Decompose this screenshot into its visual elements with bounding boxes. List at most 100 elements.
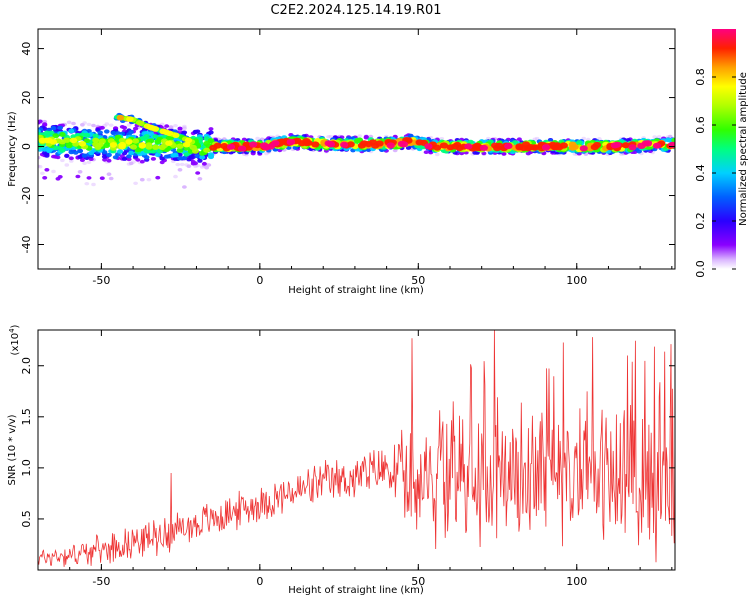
heatmap-cell: [69, 137, 78, 144]
heatmap-cell: [72, 150, 79, 155]
heatmap-cell: [192, 129, 199, 134]
x-tick-label: 50: [411, 274, 425, 287]
heatmap-cell: [163, 154, 170, 159]
heatmap-cell: [64, 154, 70, 158]
heatmap-cell: [165, 140, 173, 146]
heatmap-cell: [206, 163, 212, 167]
heatmap-cell: [286, 138, 296, 146]
heatmap-cell: [534, 136, 540, 141]
heatmap-cell: [203, 147, 211, 153]
heatmap-cell: [526, 144, 535, 151]
heatmap-cell: [172, 132, 180, 139]
heatmap-cell: [38, 164, 41, 168]
heatmap-cell: [326, 135, 331, 139]
heatmap-cell: [173, 124, 178, 128]
heatmap-cell: [42, 122, 48, 127]
heatmap-cell: [592, 141, 602, 149]
heatmap-cell: [176, 143, 184, 149]
colorbar-ticks: 0.0 0.2 0.4 0.6 0.8: [694, 68, 736, 278]
heatmap-cell: [208, 127, 214, 131]
heatmap-cell: [451, 143, 460, 150]
heatmap-cell: [66, 120, 72, 125]
heatmap-cell: [184, 137, 193, 144]
heatmap-cell: [441, 136, 447, 141]
heatmap-cell: [364, 141, 373, 148]
heatmap-cell: [41, 126, 48, 131]
heatmap-cell: [201, 161, 207, 166]
heatmap-cell: [150, 157, 156, 161]
heatmap-cell: [435, 152, 440, 157]
heatmap-cell: [439, 137, 445, 141]
heatmap-cell: [121, 156, 128, 161]
heatmap-cell: [116, 114, 125, 121]
heatmap-cell: [101, 154, 108, 159]
heatmap-cell: [151, 125, 160, 132]
heatmap-cell: [159, 128, 167, 135]
heatmap-cell: [186, 164, 192, 168]
heatmap-cell: [86, 176, 92, 180]
heatmap-cell: [38, 165, 43, 169]
heatmap-cell: [525, 151, 531, 156]
heatmap-cell: [133, 181, 139, 185]
heatmap-cell: [91, 182, 96, 187]
heatmap-cell: [302, 138, 311, 145]
colorbar-tick-label: 0.8: [694, 68, 707, 86]
heatmap-cell: [60, 158, 65, 163]
heatmap-cell: [190, 155, 196, 159]
heatmap-cell: [91, 123, 96, 128]
heatmap-cell: [340, 141, 349, 148]
heatmap-cell: [68, 156, 74, 161]
spectrogram-xlabel: Height of straight line (km): [288, 285, 424, 296]
heatmap-cell: [644, 140, 653, 147]
heatmap-cell: [186, 124, 192, 128]
heatmap-cell: [576, 140, 583, 145]
heatmap-cell: [59, 148, 66, 153]
heatmap-cell: [504, 143, 513, 150]
heatmap-cell: [183, 152, 190, 157]
heatmap-cell: [98, 138, 106, 144]
colorbar-tick-label: 0.6: [694, 116, 707, 134]
heatmap-cell: [97, 130, 103, 135]
heatmap-cell: [129, 144, 137, 150]
heatmap-cell: [106, 152, 112, 158]
heatmap-cell: [559, 142, 568, 149]
heatmap-cell: [637, 142, 646, 149]
snr-ticks: -50 0 50 100 0.5 1.0 1.5 2.0: [20, 330, 675, 588]
spectrogram-heatmap: [38, 112, 675, 189]
heatmap-cell: [515, 144, 524, 151]
heatmap-cell: [118, 141, 127, 148]
heatmap-cell: [71, 121, 76, 126]
heatmap-cell: [126, 123, 132, 127]
heatmap-cell: [80, 123, 85, 127]
heatmap-cell: [182, 185, 187, 189]
heatmap-cell: [271, 140, 280, 147]
heatmap-cell: [51, 169, 56, 174]
heatmap-cell: [585, 137, 591, 142]
heatmap-cell: [103, 142, 111, 148]
heatmap-cell: [182, 124, 187, 129]
heatmap-cell: [84, 182, 90, 186]
heatmap-cell: [114, 134, 122, 140]
heatmap-cell: [565, 152, 571, 157]
heatmap-cell: [104, 129, 110, 134]
spectrogram-ticks: -50 0 50 100 -40 -20 0 20 40: [20, 29, 675, 287]
heatmap-cell: [501, 152, 507, 156]
spectrogram-panel: -50 0 50 100 -40 -20 0 20 40 Height of straight …: [7, 28, 676, 296]
heatmap-cell: [354, 138, 361, 144]
snr-xlabel: Height of straight line (km): [288, 585, 424, 596]
heatmap-cell: [165, 130, 174, 137]
heatmap-cell: [100, 163, 105, 167]
heatmap-cell: [392, 148, 398, 153]
heatmap-cell: [99, 125, 105, 130]
heatmap-cell: [238, 145, 247, 152]
heatmap-cell: [128, 161, 134, 166]
heatmap-cell: [132, 138, 140, 144]
heatmap-cell: [59, 132, 66, 137]
heatmap-cell: [328, 134, 334, 139]
spectrogram-ylabel: Frequency (Hz): [7, 111, 18, 187]
heatmap-cell: [581, 136, 586, 141]
y-tick-label: 0: [20, 143, 33, 150]
heatmap-cell: [193, 161, 198, 166]
heatmap-cell: [541, 144, 551, 151]
heatmap-cell: [99, 176, 105, 180]
